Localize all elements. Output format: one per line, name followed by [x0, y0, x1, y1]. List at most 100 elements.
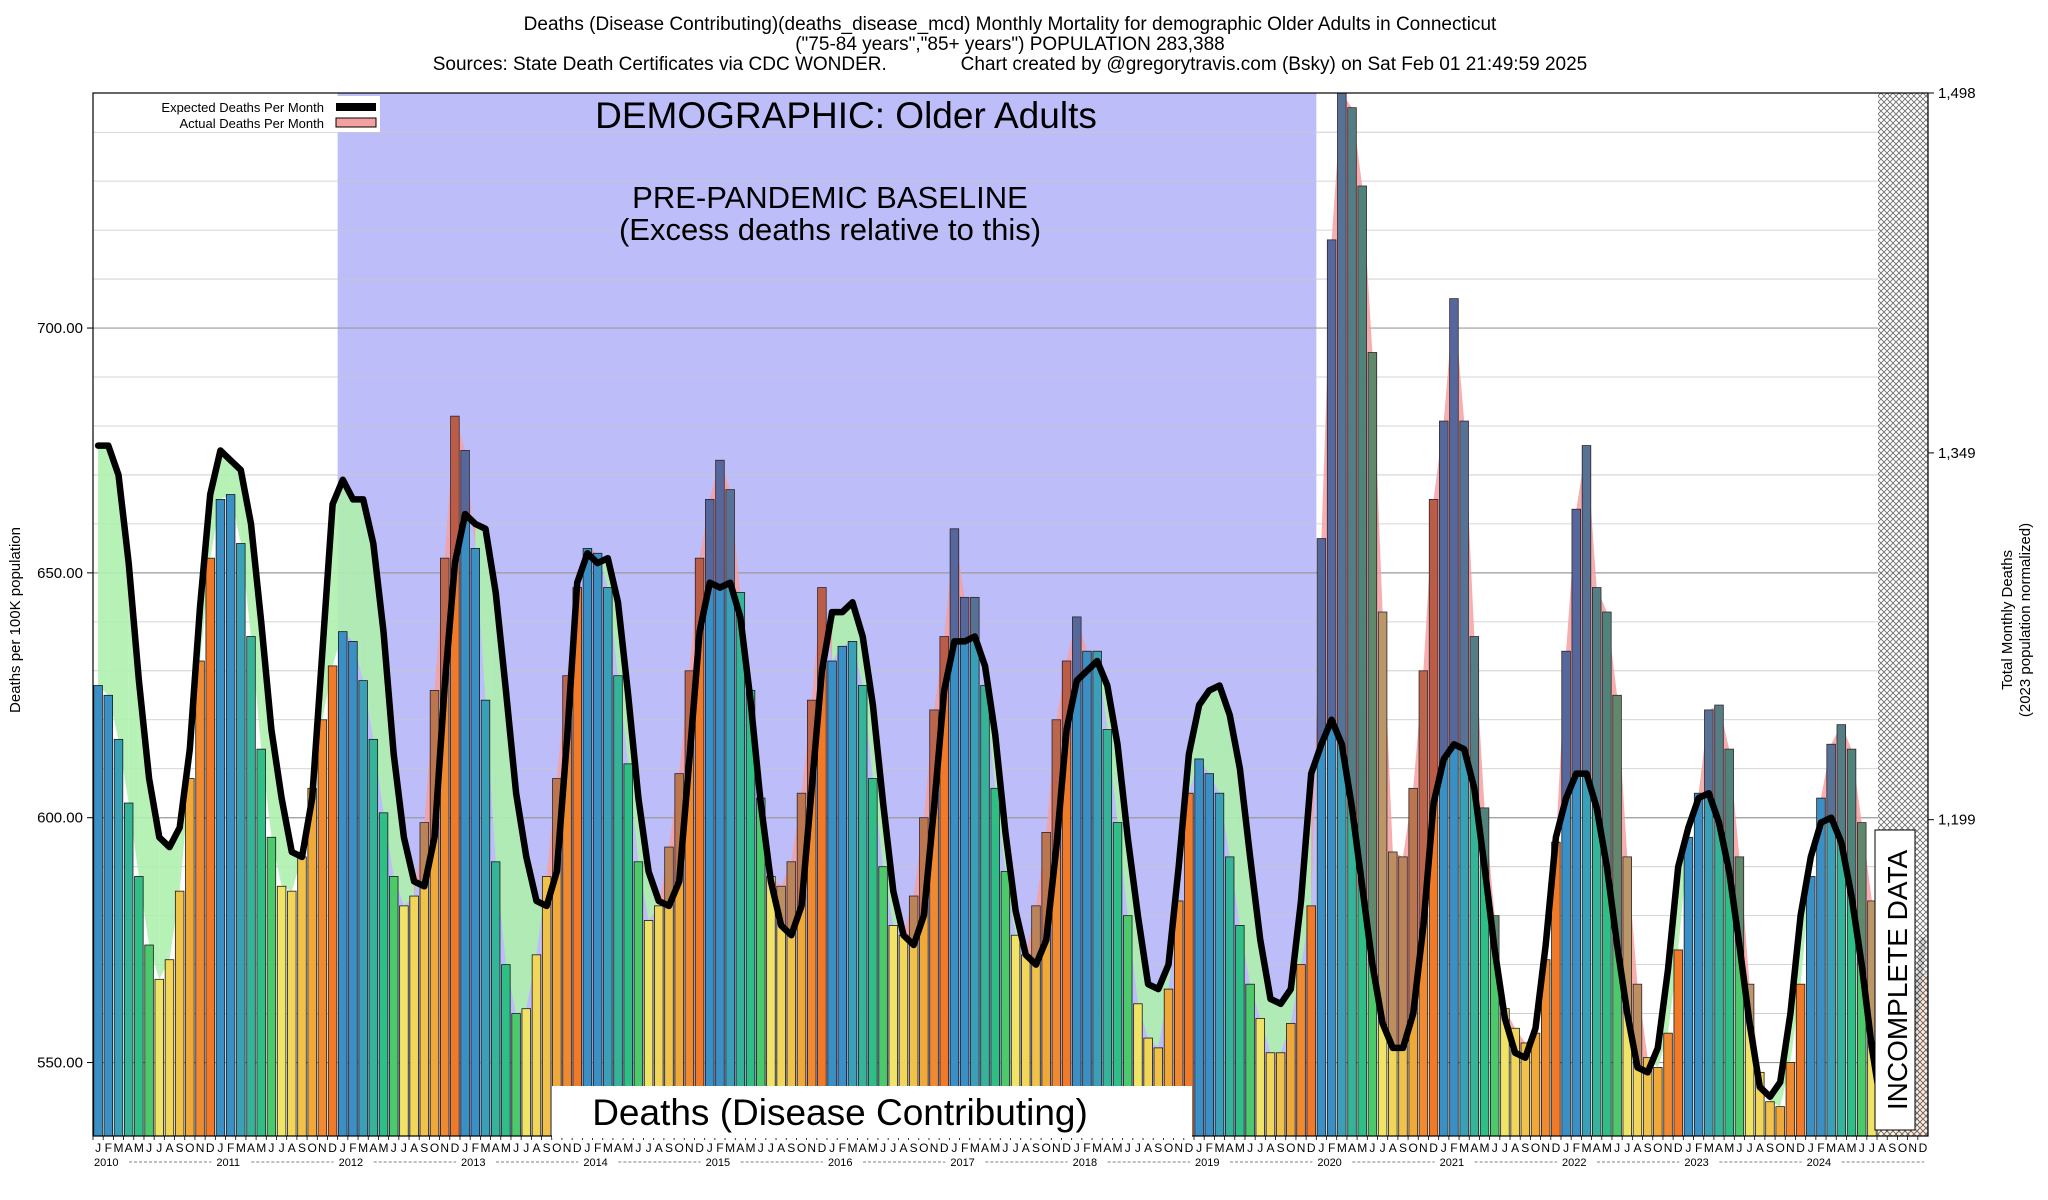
x-year-label: 2011	[216, 1157, 240, 1169]
bar-excess-overlay	[1724, 749, 1734, 872]
deficit-area	[159, 837, 170, 980]
x-month-label: M	[501, 1141, 511, 1155]
bar	[246, 636, 256, 1137]
x-month-label: M	[236, 1141, 246, 1155]
legend-actual-swatch	[335, 117, 377, 128]
x-month-label: F	[227, 1141, 234, 1155]
bar-excess-overlay	[1602, 612, 1612, 867]
x-month-label: J	[513, 1141, 519, 1155]
bar-excess-overlay	[909, 896, 918, 946]
x-month-label: D	[328, 1141, 337, 1155]
x-month-label: M	[1357, 1141, 1367, 1155]
x-month-label: A	[1756, 1141, 1764, 1155]
bar	[358, 680, 368, 1137]
bar	[276, 885, 287, 1137]
bar	[154, 978, 164, 1137]
x-month-label: J	[1736, 1141, 1742, 1155]
legend: Expected Deaths Per Month Actual Deaths …	[96, 96, 380, 132]
bar	[490, 861, 501, 1137]
chart-title: Deaths (Disease Contributing)(deaths_dis…	[524, 14, 1497, 35]
x-year-label: 2014	[583, 1157, 607, 1169]
x-month-label: J	[1685, 1141, 1691, 1155]
x-month-label: J	[1247, 1141, 1253, 1155]
x-month-label: O	[430, 1141, 439, 1155]
x-month-label: F	[472, 1141, 479, 1155]
x-year-label: 2022	[1562, 1157, 1586, 1169]
y-tick-label-left: 650.00	[37, 565, 83, 582]
bar	[1184, 792, 1194, 1137]
gridlines	[93, 131, 1928, 1064]
bar-excess-overlay	[460, 450, 470, 515]
x-month-label: A	[125, 1141, 133, 1155]
x-month-label: O	[675, 1141, 684, 1155]
x-month-label: F	[961, 1141, 968, 1155]
x-month-label: A	[1226, 1141, 1234, 1155]
bar-excess-overlay	[1449, 298, 1459, 745]
x-month-label: A	[736, 1141, 744, 1155]
legend-expected-label: Expected Deaths Per Month	[161, 100, 324, 115]
bar-excess-overlay	[685, 670, 694, 759]
deficit-area	[352, 499, 364, 681]
x-month-label: J	[646, 1141, 652, 1155]
x-month-label: M	[990, 1141, 1000, 1155]
incomplete-label-box	[1874, 829, 1916, 1131]
bar-excess-overlay	[929, 709, 939, 808]
x-month-label: M	[113, 1141, 123, 1155]
bar	[327, 665, 338, 1137]
x-month-label: J	[1369, 1141, 1375, 1155]
x-month-label: J	[279, 1141, 285, 1155]
x-month-label: A	[1103, 1141, 1111, 1155]
y-tick-label-left: 700.00	[37, 320, 83, 337]
x-month-label: J	[1013, 1141, 1019, 1155]
y-tick-label-left: 550.00	[37, 1055, 83, 1072]
x-month-label: A	[777, 1141, 785, 1155]
demographic-annotation: DEMOGRAPHIC: Older Adults	[595, 95, 1097, 136]
x-month-label: N	[685, 1141, 694, 1155]
bar-excess-overlay	[1357, 186, 1367, 887]
x-month-label: D	[1062, 1141, 1071, 1155]
bar-excess-overlay	[440, 558, 450, 686]
x-month-label: D	[573, 1141, 582, 1155]
x-month-label: A	[410, 1141, 418, 1155]
x-month-label: J	[462, 1141, 468, 1155]
deficit-area	[128, 563, 139, 877]
bar	[1235, 925, 1245, 1137]
bar	[1663, 1032, 1673, 1137]
bar	[521, 1008, 531, 1137]
bar-excess-overlay	[787, 861, 796, 936]
x-month-label: J	[1502, 1141, 1508, 1155]
x-month-label: M	[847, 1141, 857, 1155]
bar	[1816, 797, 1826, 1137]
bar-excess-overlay	[1398, 856, 1408, 1048]
bar	[970, 596, 980, 1137]
bar	[1224, 856, 1235, 1137]
x-month-label: O	[1409, 1141, 1418, 1155]
x-month-label: F	[1328, 1141, 1335, 1155]
bar	[837, 645, 847, 1137]
bars-layer	[93, 92, 1928, 1137]
bar	[990, 787, 1000, 1137]
bar-excess-overlay	[1327, 239, 1336, 720]
x-month-label: M	[1826, 1141, 1836, 1155]
bar	[1296, 964, 1306, 1137]
x-year-label: 2016	[828, 1157, 852, 1169]
baseline-annotation-line2: (Excess deaths relative to this)	[619, 212, 1041, 247]
bar-excess-overlay	[797, 793, 806, 906]
bar	[501, 964, 511, 1137]
expected-deaths-line	[94, 442, 1927, 1130]
x-month-label: M	[1480, 1141, 1490, 1155]
x-month-label: D	[1185, 1141, 1194, 1155]
x-month-label: O	[1164, 1141, 1173, 1155]
x-month-label: S	[543, 1141, 551, 1155]
bar-excess-overlay	[1419, 670, 1428, 926]
bar-excess-overlay	[1633, 984, 1642, 1068]
y-tick-label-right: 1,498	[1938, 85, 1976, 102]
deficit-area	[342, 479, 353, 642]
x-month-label: J	[217, 1141, 223, 1155]
x-month-label: S	[1032, 1141, 1040, 1155]
x-month-label: J	[1563, 1141, 1569, 1155]
x-month-label: D	[206, 1141, 215, 1155]
bar	[1775, 1106, 1785, 1137]
bar	[1092, 650, 1102, 1137]
